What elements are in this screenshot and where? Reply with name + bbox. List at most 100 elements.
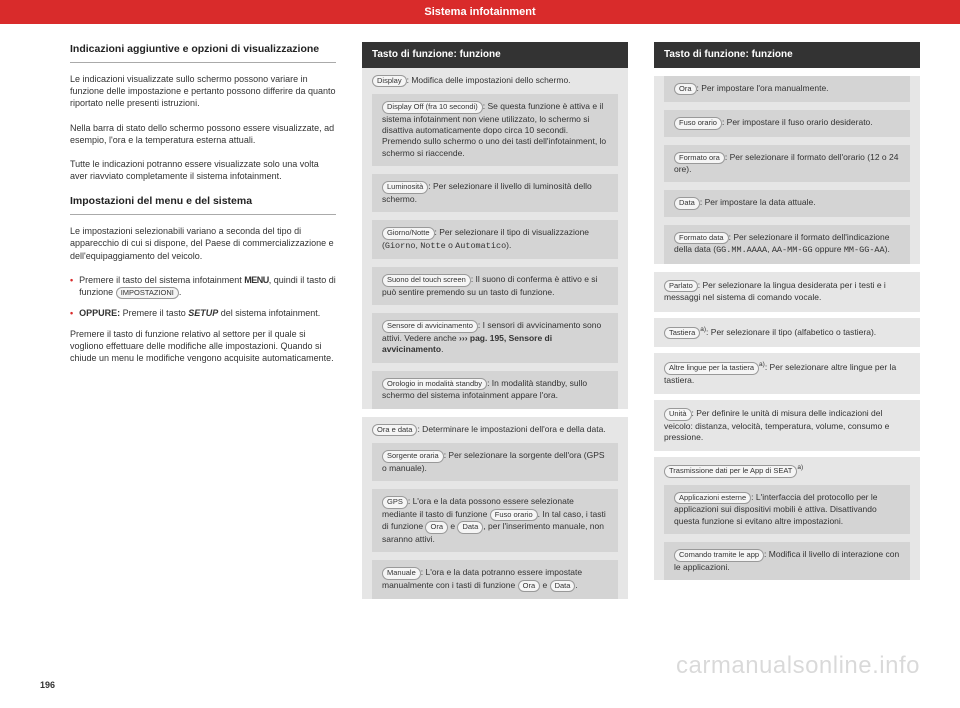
function-key: Ora [674,83,697,96]
text: e [448,521,457,531]
text: : Determinare le impostazioni dell'ora e… [417,424,605,434]
function-key: Parlato [664,280,698,293]
function-key: Data [457,521,483,534]
column-2: Tasto di funzione: funzione Display: Mod… [362,42,628,607]
paragraph: Tutte le indicazioni potranno essere vis… [70,158,336,182]
table-header: Tasto di funzione: funzione [654,42,920,68]
table-nested-row: Sorgente oraria: Per selezionare la sorg… [372,443,618,481]
function-key: Ora e data [372,424,417,437]
code: MM-GG-AA [844,245,885,255]
text: . [441,344,443,354]
text: : Per selezionare il tipo (alfabetico o … [706,327,876,337]
table-nested-row: Suono del touch screen: Il suono di conf… [372,267,618,305]
footnote-ref: a) [797,464,803,471]
column-3: Tasto di funzione: funzione Ora: Per imp… [654,42,920,607]
text: . [179,287,182,297]
function-key: Formato data [674,232,729,245]
function-key: Data [674,197,700,210]
text: : Per selezionare la lingua desiderata p… [664,280,886,303]
paragraph: Le indicazioni visualizzate sullo scherm… [70,73,336,109]
code: GG.MM.AAAA [716,245,767,255]
text: Premere il tasto [123,308,189,318]
code: Automatico [455,241,506,251]
table-row: Altre lingue per la tastieraa): Per sele… [654,353,920,394]
text: : Modifica delle impostazioni dello sche… [407,75,571,85]
text: : Per definire le unità di misura delle … [664,408,889,442]
bullet-item: Premere il tasto del sistema infotainmen… [70,274,336,300]
table-row: Trasmissione dati per le App di SEATa) A… [654,457,920,580]
manual-page: Sistema infotainment Indicazioni aggiunt… [0,0,960,708]
text: oppure [813,244,844,254]
table-nested-row: Formato ora: Per selezionare il formato … [664,145,910,183]
table-row: Tastieraa): Per selezionare il tipo (alf… [654,318,920,347]
function-key: Suono del touch screen [382,274,471,287]
menu-key: MENU [244,275,269,285]
function-key: Display Off (fra 10 secondi) [382,101,483,114]
code: AA-MM-GG [772,245,813,255]
function-key: Comando tramite le app [674,549,764,562]
text: . [575,580,577,590]
table-nested-row: Display Off (fra 10 secondi): Se questa … [372,94,618,166]
function-key: Sensore di avvicinamento [382,320,478,333]
code: Notte [420,241,446,251]
function-key: Unità [664,408,692,421]
function-key: Ora [518,580,541,593]
table-nested-row: Sensore di avvicinamento: I sensori di a… [372,313,618,362]
function-key: Trasmissione dati per le App di SEAT [664,465,797,478]
function-key: GPS [382,496,408,509]
watermark: carmanualsonline.info [676,652,920,680]
function-key: Sorgente oraria [382,450,444,463]
function-key: Tastiera [664,327,700,340]
table-nested-row: Applicazioni esterne: L'interfaccia del … [664,485,910,534]
function-key: Formato ora [674,152,725,165]
text: del sistema infotainment. [218,308,320,318]
page-number: 196 [40,680,55,690]
paragraph: Premere il tasto di funzione relativo al… [70,328,336,364]
table-row: Unità: Per definire le unità di misura d… [654,400,920,451]
function-key: Applicazioni esterne [674,492,751,505]
table-header: Tasto di funzione: funzione [362,42,628,68]
table-nested-row: Data: Per impostare la data attuale. [664,190,910,217]
table-row-group: Ora: Per impostare l'ora manualmente. Fu… [654,76,920,264]
table-nested-row: Ora: Per impostare l'ora manualmente. [664,76,910,103]
table-nested-row: Giorno/Notte: Per selezionare il tipo di… [372,220,618,259]
text: Premere il tasto del sistema infotainmen… [79,275,244,285]
bullet-item: OPPURE: Premere il tasto SETUP del siste… [70,307,336,319]
function-key: Fuso orario [674,117,722,130]
text: OPPURE: [79,308,123,318]
function-key: Ora [425,521,448,534]
table-nested-row: Comando tramite le app: Modifica il live… [664,542,910,580]
table-nested-row: Fuso orario: Per impostare il fuso orari… [664,110,910,137]
table-nested-row: GPS: L'ora e la data possono essere sele… [372,489,618,552]
table-row: Display: Modifica delle impostazioni del… [362,68,628,409]
table-nested-row: Formato data: Per selezionare il formato… [664,225,910,264]
column-1: Indicazioni aggiuntive e opzioni di visu… [70,42,336,607]
function-key: Data [550,580,576,593]
text: : Per impostare l'ora manualmente. [697,83,829,93]
setup-key: SETUP [188,308,218,318]
function-key: Luminosità [382,181,428,194]
table-nested-row: Manuale: L'ora e la data potranno essere… [372,560,618,599]
table-row: Ora e data: Determinare le impostazioni … [362,417,628,599]
function-key: Manuale [382,567,421,580]
function-key: Altre lingue per la tastiera [664,362,759,375]
table-nested-row: Luminosità: Per selezionare il livello d… [372,174,618,212]
section-heading-1: Indicazioni aggiuntive e opzioni di visu… [70,42,336,63]
text: : Per impostare la data attuale. [700,197,816,207]
function-key: Orologio in modalità standby [382,378,487,391]
section-heading-2: Impostazioni del menu e del sistema [70,194,336,215]
text: ). [506,240,511,250]
paragraph: Le impostazioni selezionabili variano a … [70,225,336,261]
text: e [540,580,549,590]
text: : Per impostare il fuso orario desiderat… [722,117,873,127]
table-nested-row: Orologio in modalità standby: In modalit… [372,371,618,409]
code: Giorno [385,241,416,251]
header-bar: Sistema infotainment [0,0,960,24]
paragraph: Nella barra di stato dello schermo posso… [70,122,336,146]
table-row: Parlato: Per selezionare la lingua desid… [654,272,920,312]
function-key: IMPOSTAZIONI [116,287,179,300]
header-title: Sistema infotainment [424,6,535,18]
text: ). [885,244,890,254]
function-key: Display [372,75,407,88]
function-key: Giorno/Notte [382,227,435,240]
